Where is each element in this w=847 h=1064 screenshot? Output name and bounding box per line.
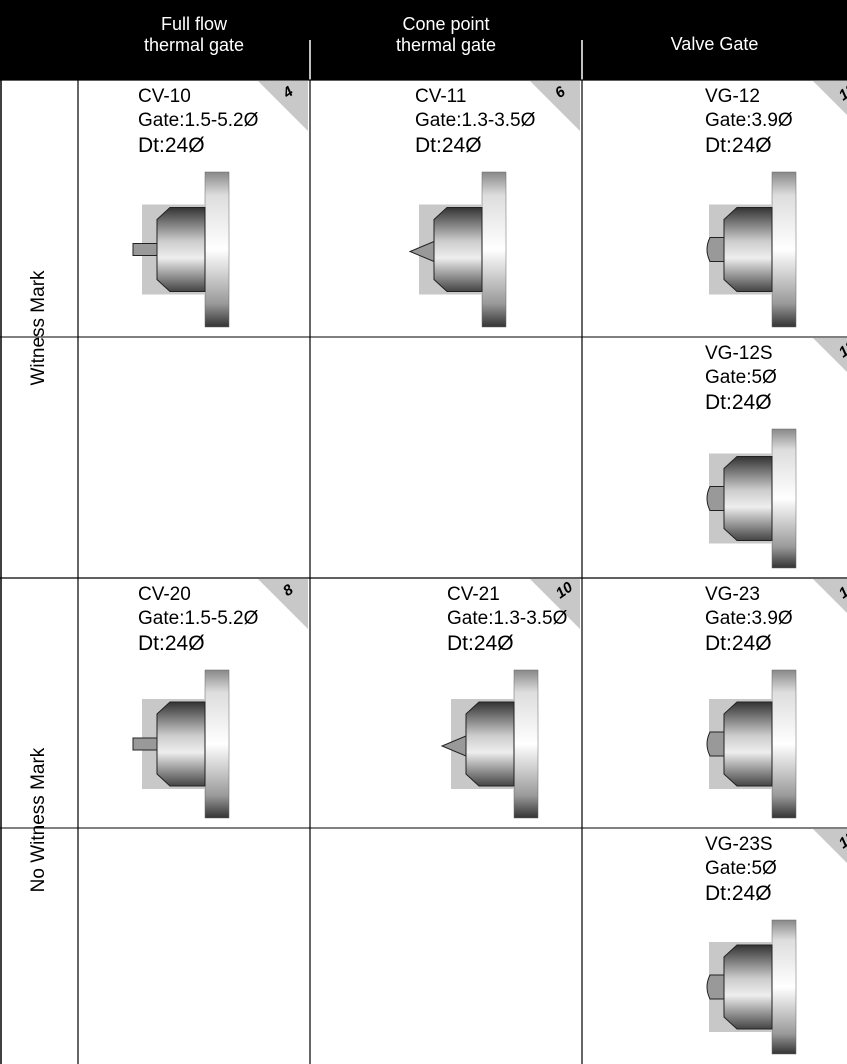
model-name: VG-12S <box>705 343 773 365</box>
tip <box>707 975 724 999</box>
plate <box>772 172 796 327</box>
gate-size: Gate:3.9Ø <box>705 608 793 630</box>
column-header: Full flow <box>74 14 314 35</box>
dt-size: Dt:24Ø <box>705 632 772 656</box>
tip <box>707 487 724 511</box>
dt-size: Dt:24Ø <box>705 134 772 158</box>
dt-size: Dt:24Ø <box>705 882 772 906</box>
dt-size: Dt:24Ø <box>138 134 205 158</box>
plate <box>205 670 229 818</box>
tip <box>133 244 157 256</box>
body <box>724 457 772 541</box>
body <box>434 208 482 292</box>
dt-size: Dt:24Ø <box>138 632 205 656</box>
tip <box>707 732 724 756</box>
body <box>157 702 205 786</box>
body <box>724 945 772 1029</box>
dt-size: Dt:24Ø <box>705 391 772 415</box>
catalog-table: Full flowthermal gateCone pointthermal g… <box>0 0 847 1064</box>
gate-size: Gate:3.9Ø <box>705 110 793 132</box>
gate-size: Gate:1.5-5.2Ø <box>138 110 258 132</box>
column-header: Valve Gate <box>595 34 835 55</box>
column-header: thermal gate <box>74 35 314 56</box>
model-name: CV-11 <box>415 86 466 108</box>
gate-size: Gate:1.3-3.5Ø <box>415 110 535 132</box>
tip <box>707 238 724 262</box>
model-name: CV-21 <box>447 584 500 606</box>
gate-size: Gate:5Ø <box>705 858 777 880</box>
plate <box>482 172 506 327</box>
plate <box>514 670 538 818</box>
model-name: VG-12 <box>705 86 760 108</box>
tip <box>133 738 157 750</box>
body <box>466 702 514 786</box>
page: {"header": {"columns": [["Full flow", "t… <box>0 0 847 1064</box>
row-label: Witness Mark <box>28 178 50 478</box>
model-name: VG-23S <box>705 834 773 856</box>
gate-size: Gate:1.5-5.2Ø <box>138 608 258 630</box>
column-header: Cone point <box>326 14 566 35</box>
plate <box>205 172 229 327</box>
body <box>724 208 772 292</box>
model-name: CV-10 <box>138 86 191 108</box>
body <box>157 208 205 292</box>
plate <box>772 670 796 818</box>
dt-size: Dt:24Ø <box>447 632 514 656</box>
gate-size: Gate:5Ø <box>705 367 777 389</box>
model-name: VG-23 <box>705 584 760 606</box>
row-label: No Witness Mark <box>28 670 50 970</box>
body <box>724 702 772 786</box>
plate <box>772 429 796 568</box>
column-header: thermal gate <box>326 35 566 56</box>
dt-size: Dt:24Ø <box>415 134 482 158</box>
gate-size: Gate:1.3-3.5Ø <box>447 608 567 630</box>
model-name: CV-20 <box>138 584 191 606</box>
plate <box>772 920 796 1054</box>
